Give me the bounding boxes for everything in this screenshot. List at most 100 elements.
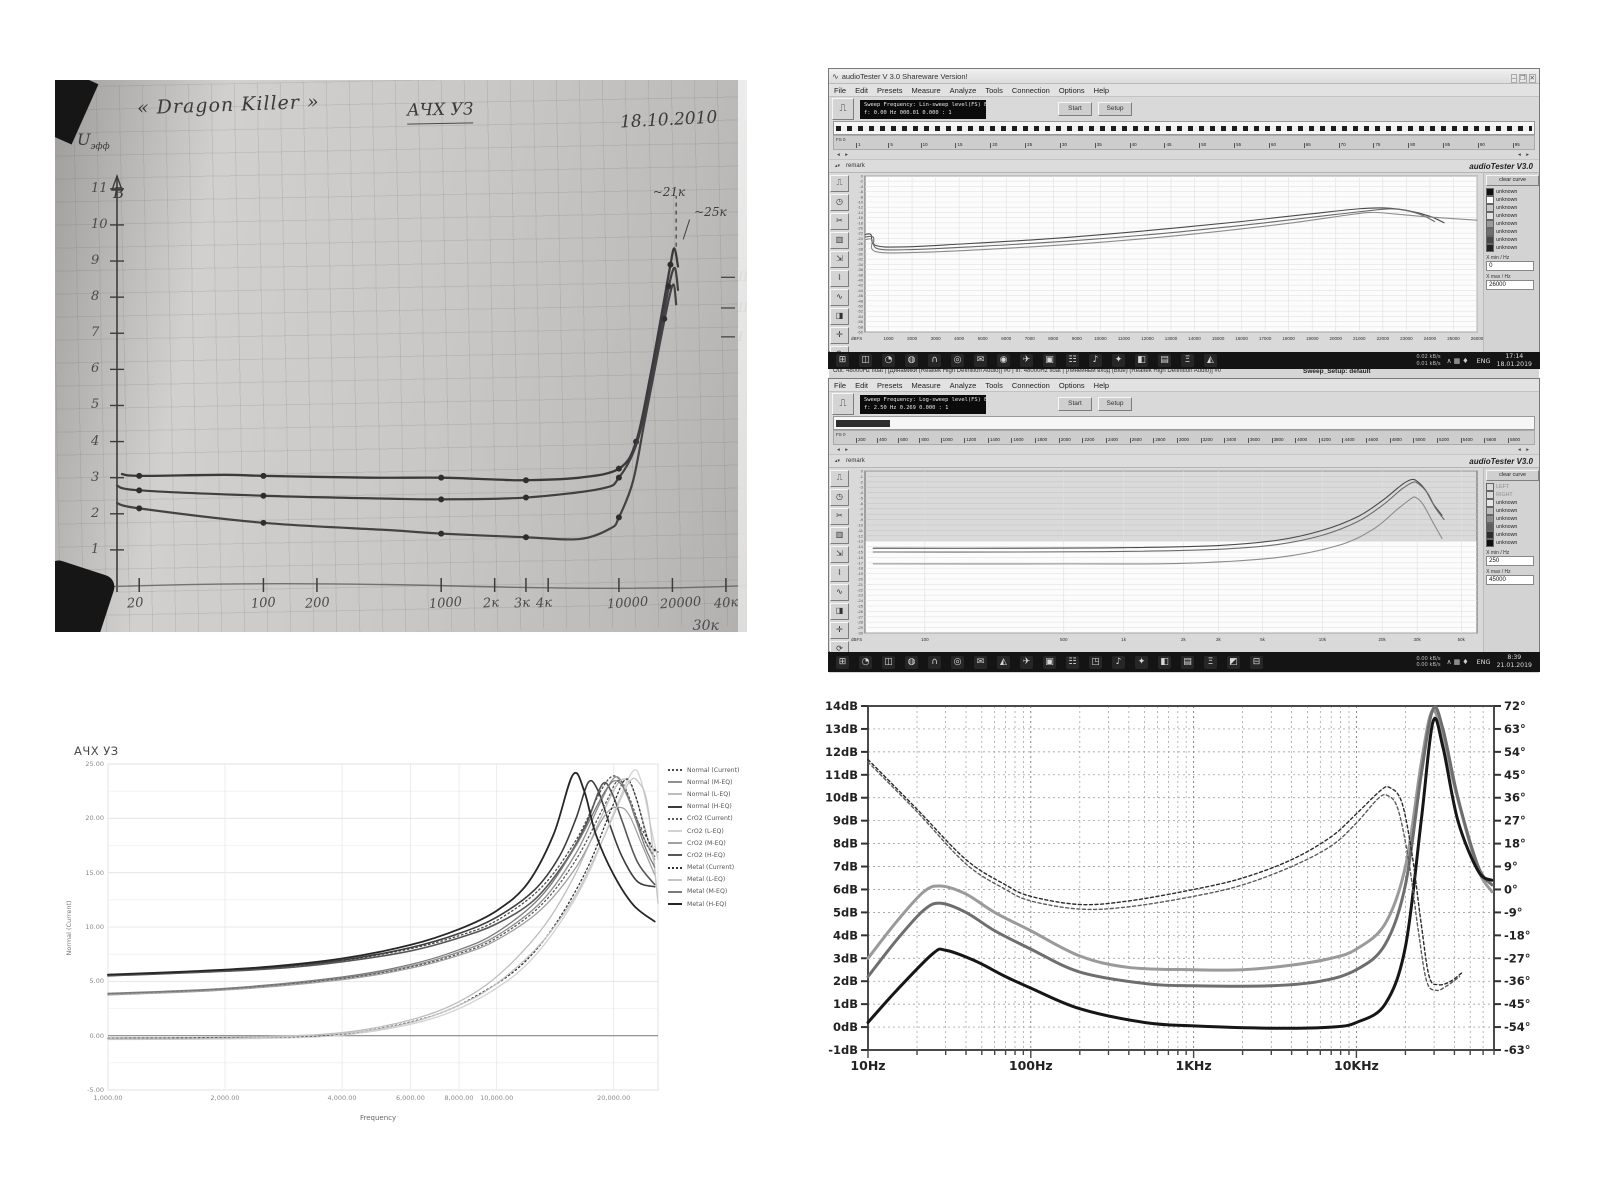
curve-color-checkbox[interactable] (1486, 507, 1495, 515)
curve-row[interactable]: unknown (1486, 196, 1537, 204)
taskbar-clock[interactable]: 17:14 18.01.2019 (1496, 352, 1532, 368)
taskbar-app-icon[interactable]: ◉ (997, 354, 1010, 367)
menu-measure[interactable]: Measure (911, 85, 941, 95)
menu-edit[interactable]: Edit (855, 85, 869, 95)
clock-icon[interactable]: ◷ (830, 489, 849, 506)
taskbar-app-icon[interactable]: ☷ (1066, 655, 1079, 669)
setup-button[interactable]: Setup (1098, 397, 1132, 411)
titlebar[interactable]: ∿ audioTester V 3.0 Shareware Version! –… (829, 69, 1539, 84)
menu-tools[interactable]: Tools (985, 380, 1003, 390)
taskbar-app-icon[interactable]: ✦ (1112, 354, 1125, 367)
clear-curve-button[interactable]: clear curve (1486, 175, 1539, 186)
spinner-right[interactable]: ◂ ▸ (1517, 446, 1531, 453)
plus-icon[interactable]: ✛ (830, 327, 849, 344)
curve-row[interactable]: unknown (1486, 188, 1537, 196)
curve-row[interactable]: unknown (1486, 515, 1537, 523)
curve-row[interactable]: unknown (1486, 507, 1537, 515)
curve-color-checkbox[interactable] (1486, 220, 1495, 228)
taskbar-app-icon[interactable]: ◫ (859, 354, 872, 367)
curve-row[interactable]: unknown (1486, 539, 1537, 547)
taskbar-app-icon[interactable]: ⊟ (1250, 655, 1263, 669)
taskbar-app-icon[interactable]: ◔ (859, 655, 872, 669)
curve-color-checkbox[interactable] (1486, 228, 1495, 236)
menu-analyze[interactable]: Analyze (949, 380, 977, 390)
taskbar-clock[interactable]: 8:39 21.01.2019 (1496, 654, 1532, 669)
taskbar-app-icon[interactable]: ◭ (997, 655, 1010, 669)
menu-help[interactable]: Help (1093, 380, 1110, 390)
spinner-right[interactable]: ◂ ▸ (1517, 151, 1531, 158)
taskbar-app-icon[interactable]: ▣ (1043, 354, 1056, 367)
menu-tools[interactable]: Tools (985, 85, 1003, 95)
taskbar-app-icon[interactable]: ◔ (882, 354, 895, 367)
taskbar-app-icon[interactable]: ∩ (928, 655, 941, 669)
curve-row[interactable]: unknown (1486, 204, 1537, 212)
remark-spinner[interactable]: ▴▾ (835, 458, 841, 464)
curve-color-checkbox[interactable] (1486, 539, 1495, 547)
taskbar-app-icon[interactable]: ◍ (905, 354, 918, 367)
curve-row[interactable]: unknown (1486, 523, 1537, 531)
close-button[interactable]: ✕ (1528, 74, 1536, 83)
spinner-left[interactable]: ◂ ▸ (837, 151, 851, 158)
taskbar-app-icon[interactable]: ☷ (1066, 354, 1079, 367)
maximize-button[interactable]: ❐ (1518, 74, 1527, 83)
taskbar-app-icon[interactable]: ▤ (1181, 655, 1194, 669)
taskbar-app-icon[interactable]: ♪ (1089, 354, 1102, 367)
start-button[interactable]: Start (1058, 397, 1092, 411)
signal-icon[interactable]: ⌇ (830, 565, 849, 582)
curve-row[interactable]: RIGHT (1486, 491, 1537, 499)
curve-color-checkbox[interactable] (1486, 499, 1495, 507)
cut-icon[interactable]: ✂ (830, 508, 849, 525)
curve-color-checkbox[interactable] (1486, 531, 1495, 539)
taskbar-app-icon[interactable]: ✈ (1020, 655, 1033, 669)
curve-row[interactable]: unknown (1486, 212, 1537, 220)
curve-row[interactable]: unknown (1486, 228, 1537, 236)
curve-color-checkbox[interactable] (1486, 244, 1495, 252)
curve-row[interactable]: unknown (1486, 531, 1537, 539)
curve-color-checkbox[interactable] (1486, 212, 1495, 220)
scope-icon[interactable]: ◨ (830, 603, 849, 620)
taskbar-app-icon[interactable]: ⊞ (836, 655, 849, 669)
tray-icons[interactable]: ∧▦♦ (1446, 356, 1471, 365)
curve-row[interactable]: unknown (1486, 244, 1537, 252)
sine-icon[interactable]: ∿ (830, 584, 849, 601)
curve-color-checkbox[interactable] (1486, 515, 1495, 523)
menu-options[interactable]: Options (1058, 85, 1085, 95)
clock-icon[interactable]: ◷ (830, 194, 849, 211)
taskbar-app-icon[interactable]: ◫ (882, 655, 895, 669)
curve-row[interactable]: unknown (1486, 220, 1537, 228)
curve-color-checkbox[interactable] (1486, 204, 1495, 212)
language-indicator[interactable]: ENG (1476, 658, 1491, 666)
remark-spinner[interactable]: ▴▾ (835, 163, 841, 169)
taskbar-app-icon[interactable]: ▣ (1043, 655, 1056, 669)
taskbar-app-icon[interactable]: Ξ (1204, 655, 1217, 669)
plus-icon[interactable]: ✛ (830, 622, 849, 639)
taskbar-app-icon[interactable]: ◎ (951, 655, 964, 669)
taskbar-app-icon[interactable]: ◍ (905, 655, 918, 669)
minimize-button[interactable]: – (1511, 74, 1517, 83)
menu-measure[interactable]: Measure (911, 380, 941, 390)
menu-presets[interactable]: Presets (877, 380, 903, 390)
spectrum-icon[interactable]: ▥ (830, 527, 849, 544)
tray-icons[interactable]: ∧▦♦ (1446, 658, 1471, 666)
menu-options[interactable]: Options (1058, 380, 1085, 390)
taskbar-app-icon[interactable]: ◭ (1204, 354, 1217, 367)
signal-icon[interactable]: ⌇ (830, 270, 849, 287)
taskbar-app-icon[interactable]: ◎ (951, 354, 964, 367)
curve-color-checkbox[interactable] (1486, 491, 1495, 499)
taskbar-app-icon[interactable]: ◩ (1227, 655, 1240, 669)
curve-color-checkbox[interactable] (1486, 483, 1495, 491)
curve-color-checkbox[interactable] (1486, 196, 1495, 204)
taskbar-app-icon[interactable]: ◧ (1158, 655, 1171, 669)
export-icon[interactable]: ⇲ (830, 546, 849, 563)
sine-icon[interactable]: ∿ (830, 289, 849, 306)
curve-row[interactable]: unknown (1486, 499, 1537, 507)
cut-icon[interactable]: ✂ (830, 213, 849, 230)
curve-color-checkbox[interactable] (1486, 236, 1495, 244)
export-icon[interactable]: ⇲ (830, 251, 849, 268)
menu-file[interactable]: File (834, 85, 847, 95)
setup-button[interactable]: Setup (1098, 102, 1132, 116)
taskbar-app-icon[interactable]: ♪ (1112, 655, 1125, 669)
curve-color-checkbox[interactable] (1486, 188, 1495, 196)
sweep-tool-icon[interactable]: ⎍ (832, 393, 854, 415)
menu-edit[interactable]: Edit (855, 380, 869, 390)
